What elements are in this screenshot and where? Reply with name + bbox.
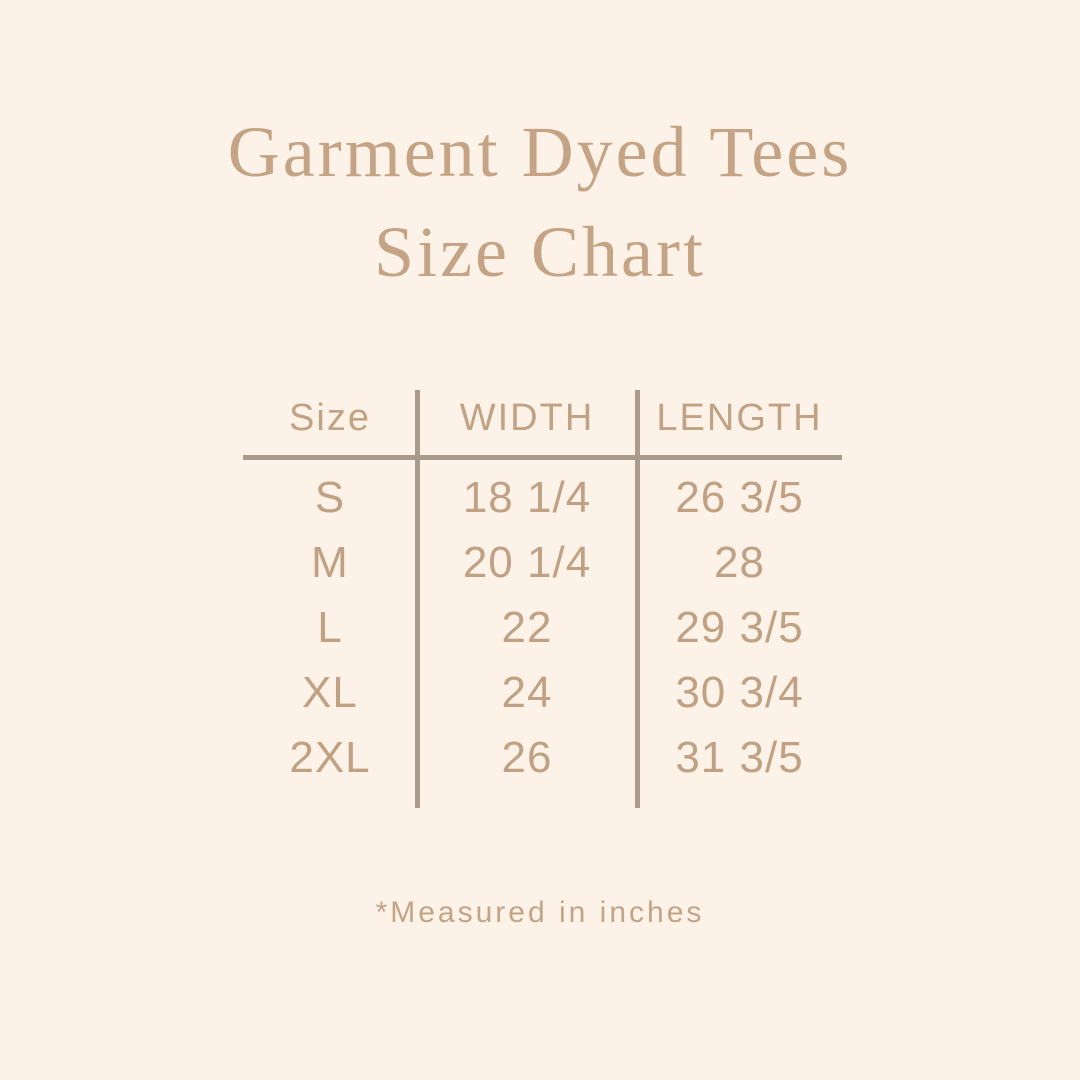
width-value: 26 [501,732,553,782]
table-row-m: M 20 1/4 28 [243,530,842,595]
table-row-s: S 18 1/4 26 3/5 [243,465,842,530]
row-label: XL [302,667,358,717]
width-value: 24 [501,667,553,717]
column-divider-line-2 [635,390,640,808]
table-row-xl: XL 24 30 3/4 [243,660,842,725]
header-divider-line [243,455,842,460]
page-title-line1: Garment Dyed Tees [227,112,853,192]
header-cell-width: WIDTH [459,396,595,439]
column-divider-line-1 [415,390,420,808]
width-value: 20 1/4 [462,537,592,587]
row-label: L [317,602,343,652]
row-label: M [311,537,349,587]
size-table-body: S 18 1/4 26 3/5 M 20 1/4 28 L 22 29 3/5 … [243,465,842,790]
header-cell-length: LENGTH [656,396,823,439]
measurement-footnote: *Measured in inches [375,896,705,929]
page-title: Garment Dyed Tees Size Chart [0,102,1080,302]
header-cell-size: Size [289,396,371,439]
row-label: 2XL [289,732,371,782]
length-value: 26 3/5 [675,472,804,522]
size-table-header-row: Size WIDTH LENGTH [243,385,842,451]
page-title-line2: Size Chart [374,212,706,292]
size-table: Size WIDTH LENGTH S 18 1/4 26 3/5 M 20 1… [243,385,842,808]
table-row-l: L 22 29 3/5 [243,595,842,660]
table-row-2xl: 2XL 26 31 3/5 [243,725,842,790]
length-value: 29 3/5 [675,602,804,652]
row-label: S [314,472,346,522]
width-value: 18 1/4 [462,472,592,522]
width-value: 22 [501,602,553,652]
length-value: 31 3/5 [675,732,804,782]
length-value: 30 3/4 [675,667,804,717]
length-value: 28 [714,537,765,587]
